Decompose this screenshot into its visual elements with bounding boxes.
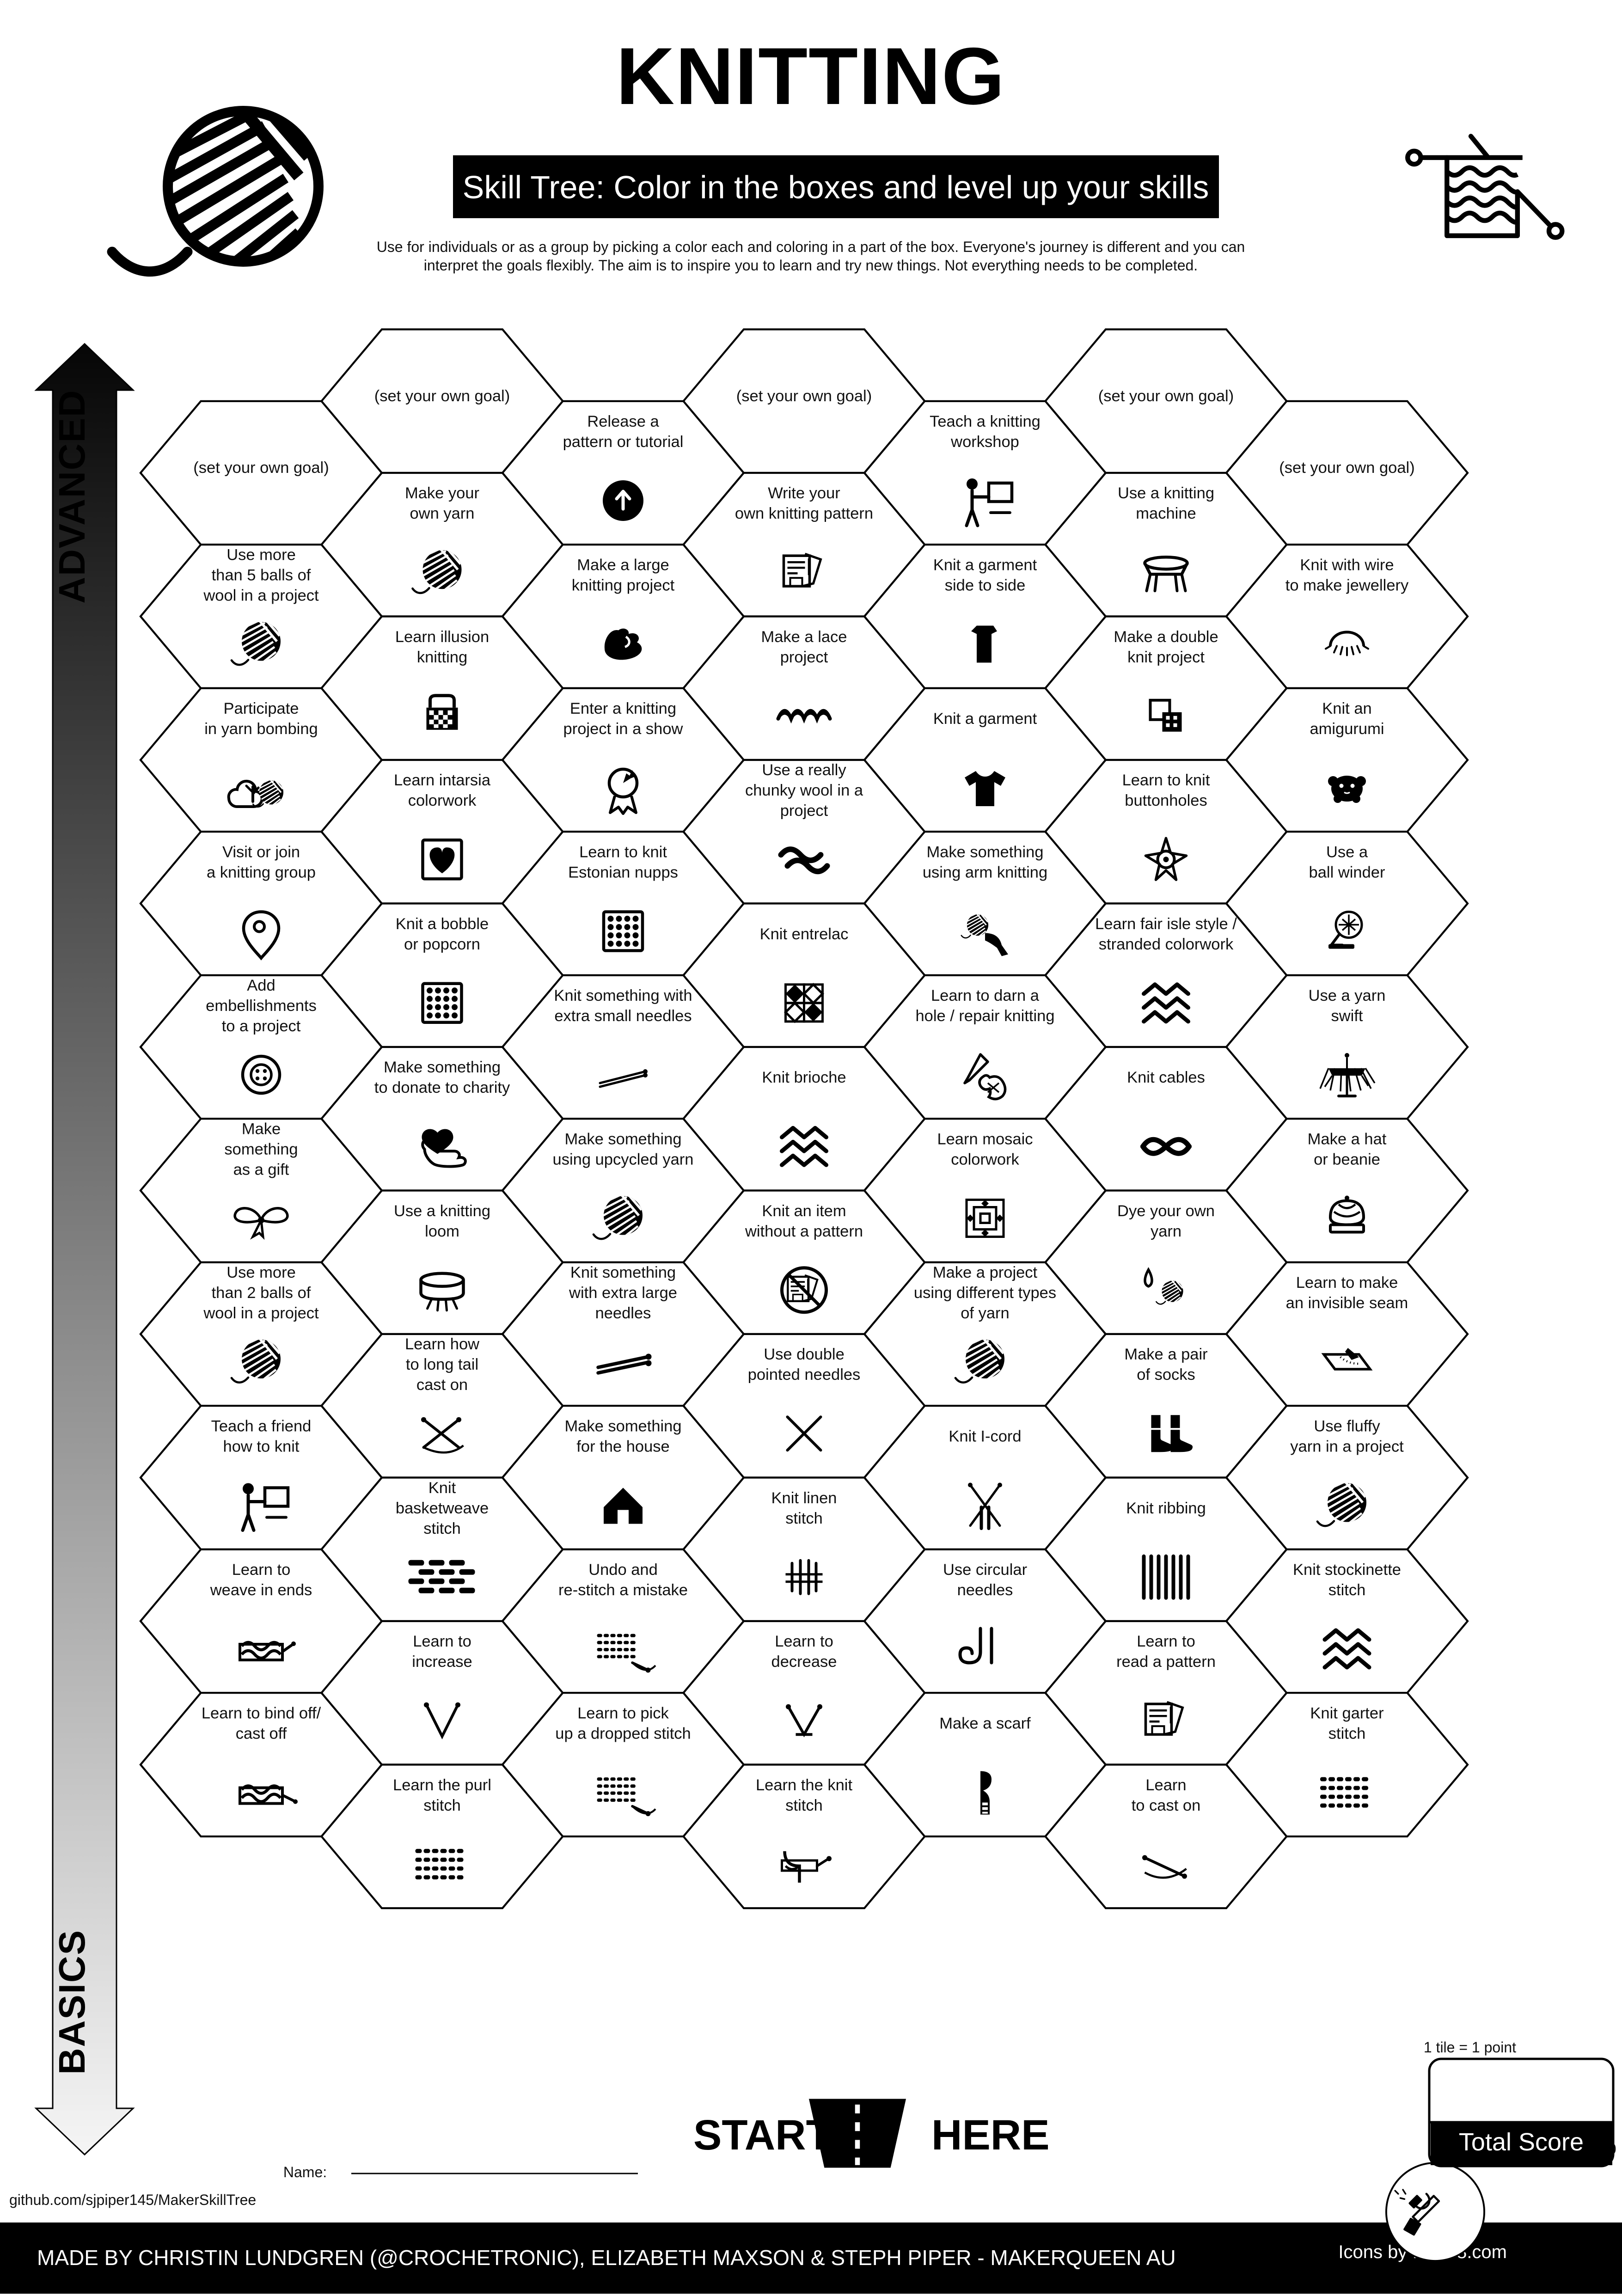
svg-text:Skill Tree: Color in the boxe: Skill Tree: Color in the boxes and level… <box>463 169 1209 205</box>
svg-text:Knit a garment: Knit a garment <box>933 710 1037 728</box>
svg-text:Make a scarf: Make a scarf <box>939 1715 1031 1733</box>
svg-text:interpret the goals flexibly.: interpret the goals flexibly. The aim is… <box>424 257 1198 274</box>
svg-text:(set your own goal): (set your own goal) <box>1279 459 1414 477</box>
svg-text:Knit entrelac: Knit entrelac <box>760 925 849 943</box>
svg-text:Name:: Name: <box>283 2164 327 2180</box>
svg-text:1 tile = 1 point: 1 tile = 1 point <box>1424 2039 1516 2056</box>
svg-text:(set your own goal): (set your own goal) <box>1098 387 1234 405</box>
svg-text:START: START <box>693 2112 832 2159</box>
svg-text:HERE: HERE <box>931 2112 1050 2159</box>
svg-text:(set your own goal): (set your own goal) <box>736 387 872 405</box>
svg-text:Total Score: Total Score <box>1459 2128 1584 2156</box>
svg-text:ADVANCED: ADVANCED <box>51 389 92 603</box>
svg-text:(set your own goal): (set your own goal) <box>193 459 329 477</box>
svg-text:Use for individuals or as a gr: Use for individuals or as a group by pic… <box>377 239 1245 255</box>
svg-text:github.com/sjpiper145/MakerSki: github.com/sjpiper145/MakerSkillTree <box>9 2192 256 2208</box>
svg-text:KNITTING: KNITTING <box>616 31 1005 122</box>
svg-text:BASICS: BASICS <box>51 1929 92 2075</box>
svg-text:Knit ribbing: Knit ribbing <box>1126 1500 1206 1517</box>
svg-text:Knit brioche: Knit brioche <box>762 1069 846 1086</box>
svg-text:Knit I-cord: Knit I-cord <box>949 1428 1021 1445</box>
svg-text:(set your own goal): (set your own goal) <box>374 387 510 405</box>
svg-text:MADE BY CHRISTIN LUNDGREN (@CR: MADE BY CHRISTIN LUNDGREN (@CROCHETRONIC… <box>37 2246 1176 2270</box>
svg-text:Knit cables: Knit cables <box>1127 1069 1205 1086</box>
